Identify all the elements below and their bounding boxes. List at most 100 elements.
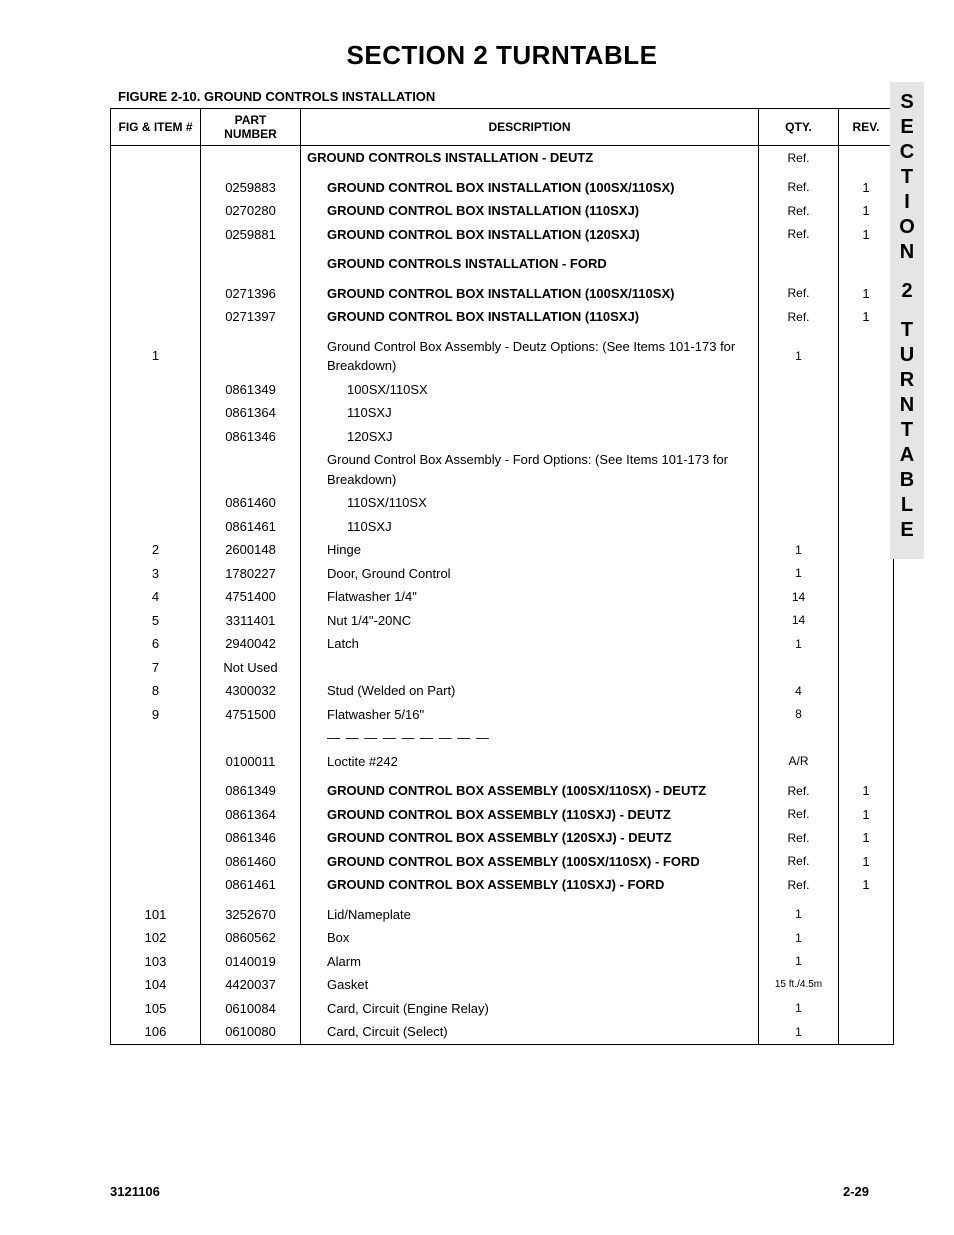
section-title: SECTION 2 TURNTABLE <box>110 40 894 71</box>
cell-desc: GROUND CONTROL BOX ASSEMBLY (120SXJ) - D… <box>301 826 759 850</box>
cell-qty <box>759 401 839 425</box>
cell-fig <box>111 305 201 329</box>
cell-desc: Card, Circuit (Engine Relay) <box>301 997 759 1021</box>
cell-fig: 9 <box>111 703 201 727</box>
parts-table: FIG & ITEM # PART NUMBER DESCRIPTION QTY… <box>110 108 894 1045</box>
cell-qty: 1 <box>759 997 839 1021</box>
cell-rev <box>839 378 894 402</box>
cell-fig <box>111 826 201 850</box>
cell-part: 0259883 <box>201 176 301 200</box>
cell-fig <box>111 850 201 874</box>
cell-qty: Ref. <box>759 305 839 329</box>
side-tab-letter: L <box>890 493 924 518</box>
cell-part: 3252670 <box>201 903 301 927</box>
cell-rev <box>839 335 894 378</box>
cell-desc: Ground Control Box Assembly - Deutz Opti… <box>301 335 759 378</box>
table-row: 84300032Stud (Welded on Part)4 <box>111 679 894 703</box>
cell-part: 0861364 <box>201 401 301 425</box>
cell-desc: Lid/Nameplate <box>301 903 759 927</box>
cell-rev: 1 <box>839 305 894 329</box>
cell-desc: 110SXJ <box>301 401 759 425</box>
cell-rev: 1 <box>839 199 894 223</box>
cell-part <box>201 146 301 170</box>
cell-qty: Ref. <box>759 199 839 223</box>
cell-part: 0861461 <box>201 873 301 897</box>
cell-qty: Ref. <box>759 803 839 827</box>
cell-part: 4751400 <box>201 585 301 609</box>
cell-rev <box>839 903 894 927</box>
cell-fig <box>111 873 201 897</box>
cell-fig: 102 <box>111 926 201 950</box>
side-tab-letter: N <box>890 393 924 418</box>
cell-desc: GROUND CONTROL BOX INSTALLATION (110SXJ) <box>301 305 759 329</box>
table-row: GROUND CONTROLS INSTALLATION - FORD <box>111 252 894 276</box>
cell-fig <box>111 252 201 276</box>
table-row: 1030140019Alarm1 <box>111 950 894 974</box>
cell-part: 2600148 <box>201 538 301 562</box>
cell-fig: 6 <box>111 632 201 656</box>
cell-desc: Nut 1/4"-20NC <box>301 609 759 633</box>
cell-part: 0610080 <box>201 1020 301 1044</box>
cell-rev <box>839 146 894 170</box>
cell-rev <box>839 656 894 680</box>
cell-rev <box>839 425 894 449</box>
cell-rev: 1 <box>839 803 894 827</box>
cell-qty: 1 <box>759 335 839 378</box>
cell-part: 4420037 <box>201 973 301 997</box>
cell-part: 0100011 <box>201 750 301 774</box>
cell-fig: 1 <box>111 335 201 378</box>
cell-rev <box>839 538 894 562</box>
cell-rev <box>839 585 894 609</box>
table-row: 0861346GROUND CONTROL BOX ASSEMBLY (120S… <box>111 826 894 850</box>
cell-qty: 1 <box>759 1020 839 1044</box>
cell-part <box>201 335 301 378</box>
cell-desc: GROUND CONTROL BOX INSTALLATION (120SXJ) <box>301 223 759 247</box>
cell-desc: Flatwasher 5/16" <box>301 703 759 727</box>
cell-qty <box>759 515 839 539</box>
cell-fig <box>111 199 201 223</box>
table-row: 94751500Flatwasher 5/16"8 <box>111 703 894 727</box>
cell-rev <box>839 609 894 633</box>
cell-fig: 3 <box>111 562 201 586</box>
cell-fig: 105 <box>111 997 201 1021</box>
side-tab-letter: I <box>890 190 924 215</box>
table-row: 1Ground Control Box Assembly - Deutz Opt… <box>111 335 894 378</box>
cell-fig <box>111 425 201 449</box>
cell-desc: Latch <box>301 632 759 656</box>
table-row: 1044420037Gasket15 ft./4.5m <box>111 973 894 997</box>
table-row: 1050610084Card, Circuit (Engine Relay)1 <box>111 997 894 1021</box>
cell-part: 0861346 <box>201 425 301 449</box>
cell-rev <box>839 973 894 997</box>
cell-qty <box>759 252 839 276</box>
cell-rev: 1 <box>839 779 894 803</box>
side-tab-letter: U <box>890 343 924 368</box>
cell-desc: Door, Ground Control <box>301 562 759 586</box>
cell-desc: Card, Circuit (Select) <box>301 1020 759 1044</box>
table-row: 0861349GROUND CONTROL BOX ASSEMBLY (100S… <box>111 779 894 803</box>
cell-part <box>201 252 301 276</box>
side-tab-letter: O <box>890 215 924 240</box>
col-part-header: PART NUMBER <box>201 109 301 146</box>
cell-rev <box>839 515 894 539</box>
side-tab-letter: A <box>890 443 924 468</box>
side-tab-letter: 2 <box>890 279 924 304</box>
cell-part: 4300032 <box>201 679 301 703</box>
cell-rev: 1 <box>839 826 894 850</box>
cell-rev: 1 <box>839 223 894 247</box>
table-row: 0270280GROUND CONTROL BOX INSTALLATION (… <box>111 199 894 223</box>
cell-rev <box>839 252 894 276</box>
cell-qty: A/R <box>759 750 839 774</box>
cell-rev <box>839 997 894 1021</box>
table-row: 22600148Hinge1 <box>111 538 894 562</box>
page-footer: 3121106 2-29 <box>110 1184 869 1199</box>
cell-qty: 1 <box>759 632 839 656</box>
cell-desc: GROUND CONTROL BOX INSTALLATION (100SX/1… <box>301 282 759 306</box>
side-tab-letter: T <box>890 418 924 443</box>
cell-fig: 8 <box>111 679 201 703</box>
table-row: 0100011Loctite #242A/R <box>111 750 894 774</box>
cell-rev: 1 <box>839 850 894 874</box>
cell-part: 0610084 <box>201 997 301 1021</box>
cell-desc: Hinge <box>301 538 759 562</box>
cell-desc: Loctite #242 <box>301 750 759 774</box>
cell-desc: Stud (Welded on Part) <box>301 679 759 703</box>
